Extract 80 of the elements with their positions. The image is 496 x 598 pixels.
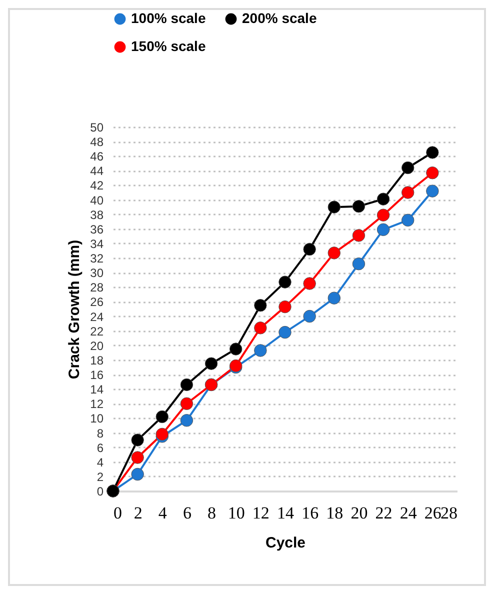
x-tick-label: 14 (277, 504, 294, 522)
y-tick-label: 2 (96, 470, 104, 484)
x-tick-label: 10 (228, 504, 245, 522)
point (328, 292, 341, 304)
x-tick-label: 28 (440, 504, 458, 522)
point (426, 146, 439, 159)
point (352, 200, 366, 213)
y-tick-label: 40 (90, 193, 104, 208)
point (328, 246, 341, 260)
y-tick-label: 46 (90, 150, 104, 164)
y-tick-label: 6 (96, 440, 104, 455)
legend-label: 200% scale (242, 10, 317, 26)
y-axis-title: Crack Growth (mm) (66, 240, 84, 380)
y-tick-label: 38 (90, 208, 104, 222)
legend-label: 150% scale (131, 38, 206, 54)
y-tick-label: 14 (90, 382, 104, 397)
y-tick-label: 48 (90, 135, 104, 150)
point (303, 277, 316, 290)
point (254, 299, 267, 312)
y-tick-label: 30 (90, 266, 104, 280)
y-tick-label: 42 (90, 178, 104, 193)
y-tick-label: 32 (90, 252, 104, 266)
point (376, 208, 390, 222)
point (376, 192, 390, 206)
point (278, 276, 292, 288)
point (426, 184, 439, 198)
x-tick-label: 26 (424, 504, 442, 522)
x-tick-label: 24 (400, 504, 418, 522)
point (401, 214, 414, 227)
y-tick-label: 16 (90, 368, 104, 382)
x-tick-label: 0 (114, 504, 122, 522)
x-tick-label: 8 (208, 504, 216, 522)
x-tick-label: 16 (302, 504, 319, 522)
point (303, 310, 316, 323)
y-tick-label: 28 (90, 280, 104, 295)
point (328, 200, 341, 214)
point (229, 342, 242, 356)
y-tick-label: 10 (90, 412, 104, 426)
point (180, 378, 194, 392)
point (131, 434, 144, 446)
point (254, 344, 267, 357)
point (156, 428, 169, 441)
point (254, 322, 267, 334)
y-tick-label: 22 (90, 324, 104, 338)
y-tick-label: 12 (90, 397, 104, 412)
y-tick-label: 50 (90, 120, 104, 134)
point (401, 161, 414, 174)
point (131, 468, 144, 481)
y-tick-label: 24 (90, 310, 104, 324)
y-tick-label: 26 (90, 295, 104, 310)
point (352, 229, 366, 242)
y-tick-label: 20 (90, 338, 104, 353)
point (303, 242, 316, 256)
point (352, 258, 366, 270)
x-tick-label: 2 (134, 504, 142, 522)
point (131, 451, 144, 464)
point (278, 300, 292, 314)
point (401, 186, 414, 199)
y-tick-label: 0 (96, 484, 104, 498)
y-tick-label: 34 (90, 236, 104, 251)
point (204, 357, 218, 370)
x-tick-label: 4 (158, 504, 168, 522)
legend-label: 100% scale (131, 10, 206, 26)
x-tick-label: 22 (375, 504, 392, 522)
y-tick-label: 44 (90, 164, 104, 178)
point (180, 414, 194, 427)
point (376, 223, 390, 236)
y-tick-label: 36 (90, 222, 104, 236)
point (426, 166, 439, 180)
y-tick-label: 18 (90, 353, 104, 368)
x-tick-label: 20 (350, 504, 368, 522)
x-tick-label: 12 (252, 504, 270, 522)
point (156, 410, 169, 424)
y-tick-label: 8 (96, 426, 104, 440)
point (180, 397, 194, 410)
point (278, 326, 292, 339)
x-axis-title: Cycle (265, 534, 306, 552)
x-tick-label: 6 (182, 504, 192, 522)
y-tick-label: 4 (96, 455, 104, 470)
x-tick-label: 18 (326, 504, 344, 522)
